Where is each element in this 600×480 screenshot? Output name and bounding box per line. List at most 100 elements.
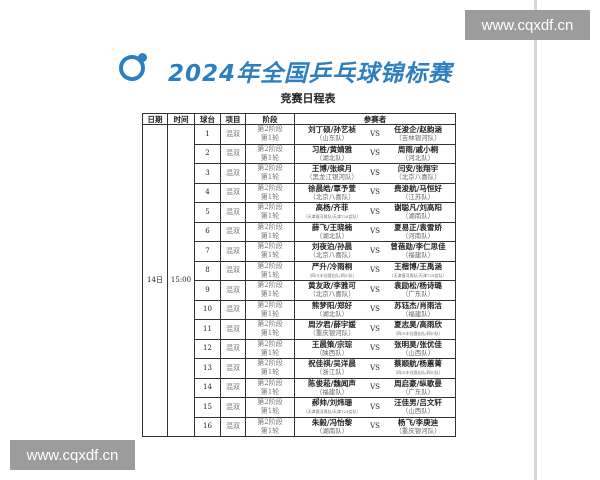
round-label: 第1轮 <box>260 368 280 377</box>
table-number: 15 <box>194 397 221 418</box>
team-name: （湖南队） <box>401 212 435 221</box>
players-cell: 陈俊菘/魏闻声 （福建队） VS 周启豪/纵歌曼 （广东队） <box>294 377 456 398</box>
player-names: 刘夜泊/孙晨 <box>311 242 353 252</box>
table-number: 5 <box>194 202 221 223</box>
table-row: 15 混双 第2阶段 第1轮 郝帅/刘炜珊 （天津银河男队/天津729女队） VS 汪佳男/吕… <box>143 397 456 418</box>
player-names: 严升/冷雨桐 <box>311 261 353 271</box>
stage-cell: 第2阶段 第1轮 <box>245 221 295 242</box>
stage-label: 第2阶段 <box>257 222 283 231</box>
stage-label: 第2阶段 <box>257 320 283 329</box>
stage-cell: 第2阶段 第1轮 <box>245 377 295 398</box>
event-cell: 混双 <box>220 338 246 359</box>
vs-label: VS <box>370 207 380 216</box>
player-pair-a: 王博/张缤月 （黑龙江银河队） <box>299 164 365 182</box>
event-cell: 混双 <box>220 143 246 164</box>
event-cell: 混双 <box>220 377 246 398</box>
table-row: 10 混双 第2阶段 第1轮 熊梦阳/郑好 （湖北队） VS 苏钰杰/肖雨洁 （福建队） <box>143 299 456 320</box>
player-pair-a: 郝帅/刘炜珊 （天津银河男队/天津729女队） <box>299 398 365 416</box>
player-pair-b: 谢聪凡/刘高阳 （湖南队） <box>385 203 451 221</box>
players-cell: 习胜/黄婧雅 （湖北队） VS 周雨/戚小桐 （河北队） <box>294 143 456 164</box>
player-pair-a: 祝佳祺/吴洋晨 （浙江队） <box>299 359 365 377</box>
stage-cell: 第2阶段 第1轮 <box>245 280 295 301</box>
header-table: 球台 <box>194 113 221 125</box>
stage-cell: 第2阶段 第1轮 <box>245 124 295 145</box>
event-cell: 混双 <box>220 221 246 242</box>
stage-label: 第2阶段 <box>257 378 283 387</box>
table-number: 6 <box>194 221 221 242</box>
team-name: （北京八喜队） <box>309 251 355 260</box>
player-names: 夏易正/袁雪娇 <box>394 222 442 232</box>
stage-cell: 第2阶段 第1轮 <box>245 241 295 262</box>
player-pair-b: 袁励松/杨诗璐 （广东队） <box>385 281 451 299</box>
stage-cell: 第2阶段 第1轮 <box>245 202 295 223</box>
vs-label: VS <box>370 363 380 372</box>
player-names: 薛飞/王晓楠 <box>311 222 353 232</box>
stage-cell: 第2阶段 第1轮 <box>245 397 295 418</box>
table-number: 7 <box>194 241 221 262</box>
players-cell: 王博/张缤月 （黑龙江银河队） VS 闫安/张翔宇 （北京八喜队） <box>294 163 456 184</box>
stage-cell: 第2阶段 第1轮 <box>245 338 295 359</box>
player-pair-a: 熊梦阳/郑好 （湖北队） <box>299 301 365 319</box>
table-number: 2 <box>194 143 221 164</box>
team-name: （天津银河男队/天津729女队） <box>389 272 447 278</box>
player-pair-b: 周雨/戚小桐 （河北队） <box>385 145 451 163</box>
vs-label: VS <box>370 344 380 353</box>
header-stage: 阶段 <box>245 113 295 125</box>
player-names: 曾蓓勋/李仁思佳 <box>390 242 446 252</box>
stage-label: 第2阶段 <box>257 242 283 251</box>
vs-label: VS <box>370 246 380 255</box>
event-cell: 混双 <box>220 163 246 184</box>
player-names: 周启豪/纵歌曼 <box>394 378 442 388</box>
stage-cell: 第2阶段 第1轮 <box>245 358 295 379</box>
round-label: 第1轮 <box>260 309 280 318</box>
player-names: 任浚企/赵韵涵 <box>394 125 442 135</box>
watermark-bottom: www.cqxdf.cn <box>10 440 135 470</box>
header-event: 项目 <box>220 113 246 125</box>
table-header: 日期 时间 球台 项目 阶段 参赛者 <box>142 113 456 125</box>
table-number: 12 <box>194 338 221 359</box>
player-pair-a: 刘丁硕/孙艺祯 （山东队） <box>299 125 365 143</box>
player-names: 张明昊/张优佳 <box>394 339 442 349</box>
players-cell: 熊梦阳/郑好 （湖北队） VS 苏钰杰/肖雨洁 （福建队） <box>294 299 456 320</box>
round-label: 第1轮 <box>260 173 280 182</box>
vs-label: VS <box>370 383 380 392</box>
player-names: 郝帅/刘炜珊 <box>311 398 353 408</box>
player-names: 陈俊菘/魏闻声 <box>308 378 356 388</box>
players-cell: 徐晨皓/覃予萱 （北京八喜队） VS 费浚航/马恒好 （江苏队） <box>294 182 456 203</box>
player-pair-b: 蔡顺航/杨蕙菁 （四川丰谷酒业队/四川队） <box>385 359 451 377</box>
team-name: （四川丰谷酒业队/四川队） <box>393 331 443 337</box>
vs-label: VS <box>370 422 380 431</box>
table-number: 8 <box>194 260 221 281</box>
player-pair-a: 朱毅/冯怡黎 （湖南队） <box>299 418 365 436</box>
player-pair-b: 任浚企/赵韵涵 （吉林银河队） <box>385 125 451 143</box>
stage-label: 第2阶段 <box>257 183 283 192</box>
team-name: （广东队） <box>401 387 435 396</box>
player-names: 蔡顺航/杨蕙菁 <box>394 359 442 369</box>
team-name: （山西队） <box>401 407 435 416</box>
round-label: 第1轮 <box>260 407 280 416</box>
stage-cell: 第2阶段 第1轮 <box>245 182 295 203</box>
team-name: （广东队） <box>401 290 435 299</box>
team-name: （四川丰谷酒业队/四川队） <box>393 370 443 376</box>
player-names: 黄友政/李雅可 <box>308 281 356 291</box>
table-row: 16 混双 第2阶段 第1轮 朱毅/冯怡黎 （湖南队） VS 杨飞/李庚迪 （重庆银河队） <box>143 416 456 437</box>
team-name: （吉林银河队） <box>395 134 441 143</box>
stage-cell: 第2阶段 第1轮 <box>245 299 295 320</box>
team-name: （黑龙江银河队） <box>306 173 358 182</box>
page-subtitle: 竞赛日程表 <box>280 92 336 105</box>
players-cell: 朱毅/冯怡黎 （湖南队） VS 杨飞/李庚迪 （重庆银河队） <box>294 416 456 437</box>
table-number: 4 <box>194 182 221 203</box>
table-row: 14日 15:00 1 混双 第2阶段 第1轮 刘丁硕/孙艺祯 （山东队） VS 任浚企/赵韵涵（… <box>142 124 456 437</box>
player-names: 朱毅/冯怡黎 <box>311 417 353 427</box>
stage-label: 第2阶段 <box>257 339 283 348</box>
header-players: 参赛者 <box>294 113 456 125</box>
stage-cell: 第2阶段 第1轮 <box>245 416 295 437</box>
stage-label: 第2阶段 <box>257 417 283 426</box>
player-names: 周雨/戚小桐 <box>397 144 439 154</box>
player-names: 祝佳祺/吴洋晨 <box>308 359 356 369</box>
header-time: 时间 <box>167 113 195 125</box>
player-names: 熊梦阳/郑好 <box>311 300 353 310</box>
player-pair-a: 刘夜泊/孙晨 （北京八喜队） <box>299 242 365 260</box>
player-pair-b: 周启豪/纵歌曼 （广东队） <box>385 379 451 397</box>
team-name: （浙江队） <box>315 368 349 377</box>
